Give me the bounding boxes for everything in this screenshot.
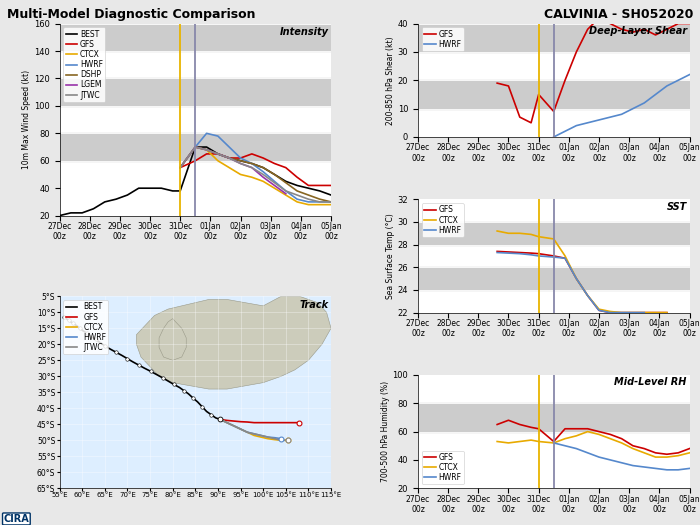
Bar <box>418 403 690 432</box>
Text: CALVINIA - SH052020: CALVINIA - SH052020 <box>544 8 693 21</box>
Legend: GFS, HWRF: GFS, HWRF <box>422 27 464 51</box>
Text: Track: Track <box>299 300 328 310</box>
Polygon shape <box>136 296 331 389</box>
Text: Mid-Level RH: Mid-Level RH <box>615 377 687 387</box>
Bar <box>60 24 331 51</box>
Polygon shape <box>159 319 186 360</box>
Legend: BEST, GFS, CTCX, HWRF, DSHP, LGEM, JTWC: BEST, GFS, CTCX, HWRF, DSHP, LGEM, JTWC <box>63 27 106 102</box>
Bar <box>418 24 690 52</box>
Bar <box>418 267 690 290</box>
Y-axis label: Sea Surface Temp (°C): Sea Surface Temp (°C) <box>386 213 395 299</box>
Text: SST: SST <box>666 202 687 212</box>
Y-axis label: 700-500 hPa Humidity (%): 700-500 hPa Humidity (%) <box>381 381 390 482</box>
Legend: GFS, CTCX, HWRF: GFS, CTCX, HWRF <box>422 450 464 485</box>
Bar <box>418 80 690 109</box>
Text: Deep-Layer Shear: Deep-Layer Shear <box>589 26 687 36</box>
Text: CIRA: CIRA <box>4 514 29 524</box>
Bar <box>418 222 690 245</box>
Y-axis label: 200-850 hPa Shear (kt): 200-850 hPa Shear (kt) <box>386 36 395 124</box>
Legend: GFS, CTCX, HWRF: GFS, CTCX, HWRF <box>422 203 464 237</box>
Bar <box>60 133 331 161</box>
Legend: BEST, GFS, CTCX, HWRF, JTWC: BEST, GFS, CTCX, HWRF, JTWC <box>63 300 108 354</box>
Y-axis label: 10m Max Wind Speed (kt): 10m Max Wind Speed (kt) <box>22 70 31 169</box>
Bar <box>60 78 331 106</box>
Text: Intensity: Intensity <box>279 27 328 37</box>
Text: Multi-Model Diagnostic Comparison: Multi-Model Diagnostic Comparison <box>7 8 256 21</box>
